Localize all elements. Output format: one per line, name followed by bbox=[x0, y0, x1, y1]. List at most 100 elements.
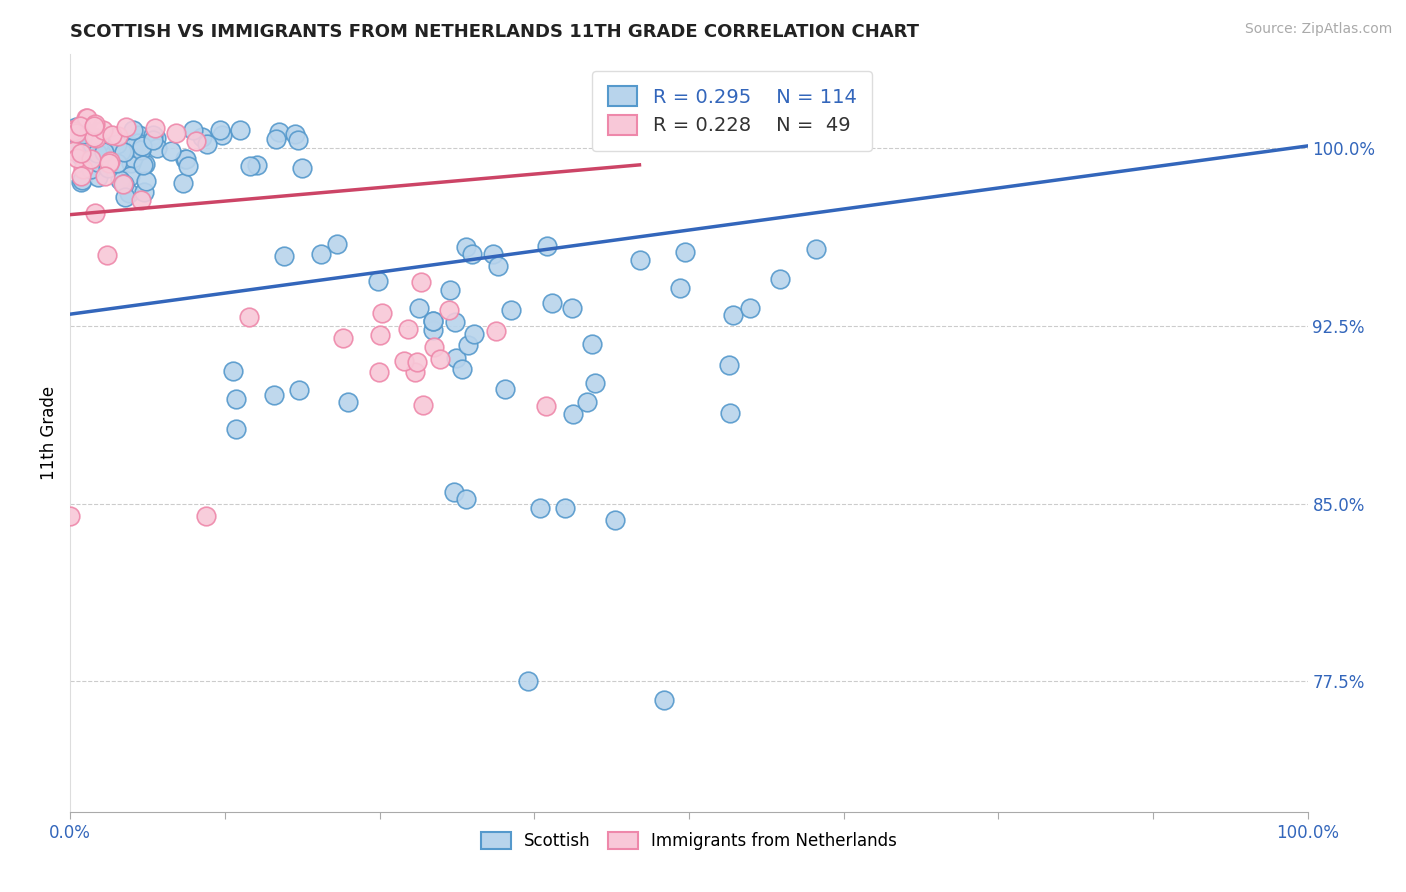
Point bbox=[444, 315, 467, 329]
Point bbox=[562, 407, 585, 421]
Point bbox=[76, 112, 98, 126]
Point bbox=[423, 340, 446, 354]
Point bbox=[127, 136, 149, 151]
Point bbox=[86, 134, 108, 148]
Point bbox=[87, 169, 110, 184]
Point bbox=[111, 177, 134, 191]
Point bbox=[804, 242, 827, 256]
Point bbox=[89, 135, 111, 149]
Point bbox=[534, 400, 557, 414]
Point bbox=[332, 331, 354, 345]
Point bbox=[97, 155, 120, 169]
Point bbox=[463, 327, 485, 342]
Point bbox=[581, 337, 603, 351]
Point bbox=[174, 152, 197, 166]
Point bbox=[120, 156, 142, 170]
Point bbox=[673, 244, 696, 259]
Point bbox=[439, 283, 461, 297]
Point bbox=[652, 693, 675, 707]
Point bbox=[172, 176, 194, 190]
Point bbox=[128, 128, 150, 143]
Point bbox=[84, 117, 107, 131]
Point bbox=[122, 122, 145, 136]
Point bbox=[107, 129, 129, 144]
Point bbox=[482, 247, 505, 261]
Y-axis label: 11th Grade: 11th Grade bbox=[41, 385, 59, 480]
Point bbox=[60, 123, 83, 137]
Point bbox=[191, 129, 214, 144]
Point bbox=[97, 161, 120, 175]
Point bbox=[411, 275, 433, 289]
Point bbox=[238, 310, 260, 325]
Point bbox=[437, 303, 460, 318]
Point bbox=[630, 253, 652, 268]
Point bbox=[367, 274, 389, 288]
Point bbox=[229, 123, 252, 137]
Point bbox=[72, 127, 94, 141]
Point bbox=[529, 501, 551, 516]
Point bbox=[110, 173, 132, 187]
Point bbox=[105, 136, 128, 151]
Point bbox=[98, 153, 121, 168]
Point bbox=[83, 206, 105, 220]
Point bbox=[83, 120, 105, 134]
Point bbox=[86, 145, 108, 160]
Point bbox=[63, 124, 86, 138]
Point bbox=[69, 175, 91, 189]
Point bbox=[69, 169, 91, 183]
Point bbox=[422, 314, 444, 328]
Point bbox=[160, 145, 183, 159]
Point bbox=[100, 128, 122, 142]
Point bbox=[84, 131, 107, 145]
Point bbox=[211, 128, 233, 142]
Point bbox=[222, 364, 245, 378]
Point bbox=[134, 156, 156, 170]
Point bbox=[146, 141, 169, 155]
Point bbox=[443, 484, 465, 499]
Point bbox=[59, 508, 82, 523]
Point bbox=[65, 126, 87, 140]
Point bbox=[370, 327, 392, 342]
Point bbox=[583, 376, 606, 390]
Point bbox=[177, 159, 200, 173]
Point bbox=[561, 301, 583, 316]
Legend: Scottish, Immigrants from Netherlands: Scottish, Immigrants from Netherlands bbox=[474, 825, 904, 856]
Point bbox=[368, 365, 391, 379]
Point bbox=[82, 131, 104, 145]
Point bbox=[142, 128, 165, 142]
Point bbox=[65, 120, 87, 134]
Point bbox=[80, 136, 103, 151]
Point bbox=[131, 193, 153, 207]
Point bbox=[267, 125, 290, 139]
Point bbox=[105, 156, 128, 170]
Point bbox=[114, 189, 136, 203]
Point bbox=[718, 359, 741, 373]
Point bbox=[110, 144, 132, 158]
Point bbox=[83, 130, 105, 145]
Point bbox=[422, 323, 444, 337]
Point bbox=[769, 272, 792, 286]
Point bbox=[499, 302, 522, 317]
Point bbox=[404, 365, 426, 379]
Point bbox=[72, 173, 94, 187]
Point bbox=[89, 144, 111, 158]
Point bbox=[70, 146, 93, 161]
Point bbox=[287, 133, 309, 147]
Point bbox=[444, 351, 467, 366]
Point bbox=[396, 322, 419, 336]
Point bbox=[70, 141, 93, 155]
Point bbox=[181, 122, 204, 136]
Point bbox=[70, 149, 93, 163]
Point bbox=[392, 354, 415, 368]
Point bbox=[173, 153, 195, 167]
Point bbox=[291, 161, 314, 176]
Point bbox=[461, 246, 484, 260]
Point bbox=[132, 185, 155, 199]
Point bbox=[115, 120, 138, 135]
Point bbox=[132, 158, 155, 172]
Text: Source: ZipAtlas.com: Source: ZipAtlas.com bbox=[1244, 22, 1392, 37]
Point bbox=[494, 383, 516, 397]
Point bbox=[75, 112, 97, 126]
Point bbox=[246, 158, 269, 172]
Point bbox=[603, 513, 626, 527]
